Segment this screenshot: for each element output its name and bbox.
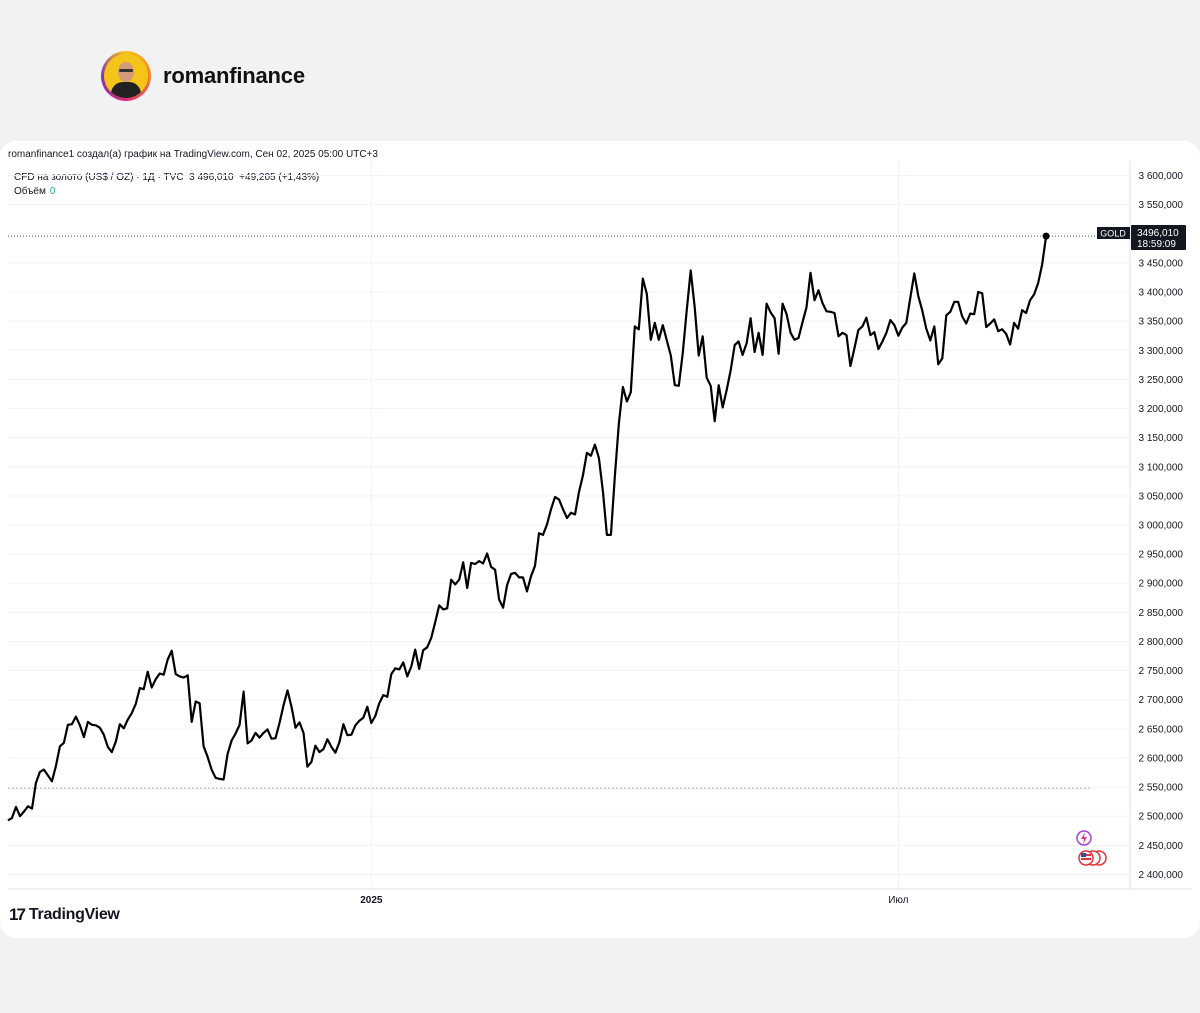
tradingview-logo-icon: 17 bbox=[9, 905, 26, 924]
y-axis: 2 400,000 2 450,000 2 500,000 2 550,000 2 60… bbox=[1129, 161, 1184, 889]
series-line bbox=[7, 235, 1048, 822]
chart-legend: CFD на золото (US$ / OZ) · 1Д · TVC 3 49… bbox=[14, 171, 319, 199]
symbol-line: CFD на золото (US$ / OZ) · 1Д · TVC bbox=[14, 172, 184, 183]
chart-grid bbox=[8, 161, 1130, 889]
price-chart[interactable]: 2025 Июл 2 400,000 2 450,000 2 500,000 2 550… bbox=[0, 141, 1200, 938]
us-flag-icon[interactable] bbox=[1078, 850, 1107, 866]
x-tick-label: 2025 bbox=[360, 895, 383, 906]
price-tag-symbol: GOLD bbox=[1100, 229, 1126, 239]
tradingview-logo-text: TradingView bbox=[28, 906, 120, 923]
y-tick-label: 2 700,000 bbox=[1139, 695, 1184, 706]
y-tick-label: 2 750,000 bbox=[1139, 666, 1184, 677]
y-tick-label: 2 450,000 bbox=[1139, 841, 1184, 852]
y-tick-label: 3 250,000 bbox=[1139, 375, 1184, 386]
y-tick-label: 2 800,000 bbox=[1139, 637, 1184, 648]
chart-created-text: romanfinance1 создал(а) график на Tradin… bbox=[8, 149, 378, 160]
series-points bbox=[7, 236, 1047, 821]
y-tick-label: 2 850,000 bbox=[1139, 608, 1184, 619]
profile-header: romanfinance bbox=[101, 51, 305, 101]
y-tick-label: 2 550,000 bbox=[1139, 783, 1184, 794]
volume-row: Объём 0 bbox=[14, 185, 319, 199]
y-tick-label: 2 900,000 bbox=[1139, 579, 1184, 590]
last-price-dot bbox=[1042, 232, 1050, 240]
flash-icon[interactable] bbox=[1076, 830, 1092, 846]
chart-card: romanfinance1 создал(а) график на Tradin… bbox=[0, 141, 1200, 938]
y-tick-label: 3 000,000 bbox=[1139, 521, 1184, 532]
y-tick-label: 3 450,000 bbox=[1139, 258, 1184, 269]
y-tick-label: 3 600,000 bbox=[1139, 171, 1184, 182]
y-tick-label: 3 100,000 bbox=[1139, 462, 1184, 473]
y-tick-label: 3 400,000 bbox=[1139, 288, 1184, 299]
avatar[interactable] bbox=[101, 51, 151, 101]
volume-label: Объём bbox=[14, 186, 46, 197]
tradingview-logo[interactable]: 17 TradingView bbox=[9, 905, 120, 925]
profile-name[interactable]: romanfinance bbox=[163, 63, 305, 88]
price-tag-countdown: 18:59:09 bbox=[1137, 239, 1176, 250]
x-axis: 2025 Июл bbox=[8, 888, 1192, 906]
y-tick-label: 3 050,000 bbox=[1139, 491, 1184, 502]
price-tag-value: 3496,010 bbox=[1137, 228, 1179, 239]
y-tick-label: 2 500,000 bbox=[1139, 812, 1184, 823]
last-price: 3 496,010 bbox=[189, 172, 234, 183]
y-tick-label: 2 400,000 bbox=[1139, 870, 1184, 881]
y-tick-label: 3 550,000 bbox=[1139, 200, 1184, 211]
volume-value: 0 bbox=[49, 186, 56, 197]
y-tick-label: 2 950,000 bbox=[1139, 550, 1184, 561]
price-change: +49,205 (+1,43%) bbox=[239, 172, 320, 183]
y-tick-label: 3 350,000 bbox=[1139, 317, 1184, 328]
x-tick-label: Июл bbox=[888, 895, 908, 906]
y-tick-label: 3 200,000 bbox=[1139, 404, 1184, 415]
y-tick-label: 2 600,000 bbox=[1139, 753, 1184, 764]
price-tag: GOLD 3496,010 18:59:09 bbox=[1097, 225, 1186, 250]
y-tick-label: 2 650,000 bbox=[1139, 724, 1184, 735]
avatar-photo bbox=[104, 54, 148, 98]
symbol-row: CFD на золото (US$ / OZ) · 1Д · TVC 3 49… bbox=[14, 171, 319, 185]
y-tick-label: 3 150,000 bbox=[1139, 433, 1184, 444]
y-tick-label: 3 300,000 bbox=[1139, 346, 1184, 357]
